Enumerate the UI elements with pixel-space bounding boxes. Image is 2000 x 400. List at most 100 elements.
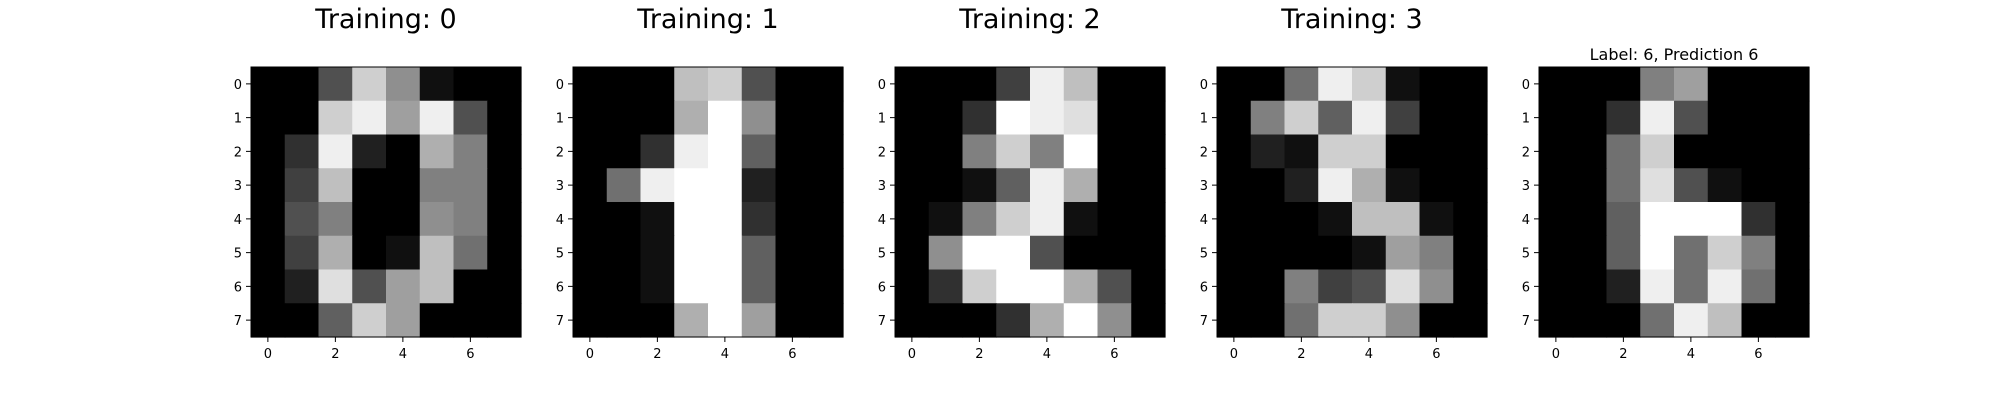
- pixel-cell: [674, 202, 709, 237]
- pixel-cell: [284, 168, 320, 203]
- digit-panel-0: Training: 0 0 1 2 3 4 5 6 7 0 2 4 6: [234, 4, 522, 362]
- pixel-cell: [386, 202, 421, 237]
- pixel-cell: [1131, 303, 1166, 338]
- pixel-cell: [1775, 100, 1810, 136]
- pixel-cell: [487, 303, 522, 338]
- y-tick-label: 5: [234, 247, 242, 262]
- pixel-cell: [352, 269, 387, 304]
- pixel-cell: [1741, 168, 1776, 203]
- pixel-cell: [928, 100, 964, 136]
- pixel-cell: [318, 235, 353, 271]
- pixel-cell: [1131, 269, 1166, 304]
- pixel-cell: [1572, 134, 1608, 169]
- y-tick-label: 7: [1200, 314, 1208, 329]
- pixel-cell: [453, 202, 488, 237]
- pixel-cell: [962, 100, 997, 136]
- pixel-cell: [708, 269, 743, 304]
- pixel-cell: [708, 303, 743, 338]
- pixel-cell: [1097, 269, 1132, 304]
- pixel-cell: [708, 100, 743, 136]
- pixel-cell: [1385, 235, 1421, 271]
- pixel-cell: [1030, 269, 1065, 304]
- pixel-cell: [741, 235, 777, 271]
- pixel-cell: [640, 168, 675, 203]
- pixel-cell: [895, 303, 930, 338]
- pixel-cell: [741, 269, 777, 304]
- pixel-cell: [1318, 269, 1353, 304]
- pixel-cell: [352, 67, 387, 102]
- y-tick-label: 1: [556, 112, 564, 127]
- pixel-cell: [741, 168, 777, 203]
- pixel-cell: [1707, 67, 1743, 102]
- pixel-cell: [606, 202, 642, 237]
- y-tick-label: 2: [1200, 145, 1208, 160]
- pixel-cell: [386, 134, 421, 169]
- pixel-cell: [1385, 202, 1421, 237]
- pixel-cell: [453, 168, 488, 203]
- pixel-cell: [1284, 168, 1319, 203]
- pixel-cell: [453, 134, 488, 169]
- pixel-cell: [1572, 67, 1608, 102]
- pixel-cell: [1030, 168, 1065, 203]
- pixel-cell: [1453, 202, 1488, 237]
- pixel-cell: [708, 235, 743, 271]
- pixel-cell: [419, 100, 455, 136]
- pixel-cell: [674, 303, 709, 338]
- pixel-cell: [487, 168, 522, 203]
- pixel-cell: [1217, 134, 1252, 169]
- pixel-cell: [1352, 303, 1387, 338]
- pixel-cell: [1217, 168, 1252, 203]
- x-tick-label: 0: [908, 347, 916, 362]
- pixel-cell: [386, 303, 421, 338]
- pixel-cell: [928, 134, 964, 169]
- pixel-cell: [1250, 100, 1286, 136]
- pixel-cell: [1640, 67, 1675, 102]
- pixel-cell: [1741, 67, 1776, 102]
- pixel-cell: [1131, 100, 1166, 136]
- pixel-cell: [962, 303, 997, 338]
- pixel-cell: [419, 269, 455, 304]
- pixel-cell: [741, 303, 777, 338]
- pixel-cell: [895, 134, 930, 169]
- pixel-cell: [640, 134, 675, 169]
- pixel-cell: [674, 100, 709, 136]
- pixel-cell: [1063, 269, 1099, 304]
- pixel-cell: [708, 202, 743, 237]
- pixel-cell: [996, 269, 1031, 304]
- pixel-cell: [573, 67, 608, 102]
- pixel-cell: [1539, 168, 1574, 203]
- pixel-cell: [1097, 67, 1132, 102]
- pixel-cell: [284, 303, 320, 338]
- axes-frame: [1538, 66, 1810, 338]
- pixel-cell: [1539, 67, 1574, 102]
- pixel-cell: [1097, 303, 1132, 338]
- pixel-cell: [419, 202, 455, 237]
- pixel-cell: [996, 202, 1031, 237]
- pixel-cell: [453, 100, 488, 136]
- pixel-cell: [895, 235, 930, 271]
- pixel-cell: [1318, 100, 1353, 136]
- pixel-cell: [1741, 303, 1776, 338]
- pixel-cell: [1419, 303, 1454, 338]
- pixel-cell: [775, 303, 810, 338]
- pixel-cell: [1453, 168, 1488, 203]
- pixel-cell: [1385, 134, 1421, 169]
- pixel-cell: [1284, 134, 1319, 169]
- x-tick-label: 2: [653, 347, 661, 362]
- pixel-cell: [251, 269, 286, 304]
- pixel-cell: [1539, 303, 1574, 338]
- pixel-cell: [996, 100, 1031, 136]
- pixel-cell: [318, 303, 353, 338]
- pixel-cell: [962, 202, 997, 237]
- x-tick-label: 4: [1687, 347, 1695, 362]
- pixel-cell: [996, 134, 1031, 169]
- pixel-cell: [487, 134, 522, 169]
- y-tick-label: 6: [1200, 280, 1208, 295]
- panel-title: Training: 2: [958, 4, 1100, 35]
- pixel-cell: [1707, 269, 1743, 304]
- pixel-cell: [1606, 235, 1641, 271]
- pixel-cell: [1250, 303, 1286, 338]
- pixel-cell: [1419, 168, 1454, 203]
- pixel-cell: [573, 269, 608, 304]
